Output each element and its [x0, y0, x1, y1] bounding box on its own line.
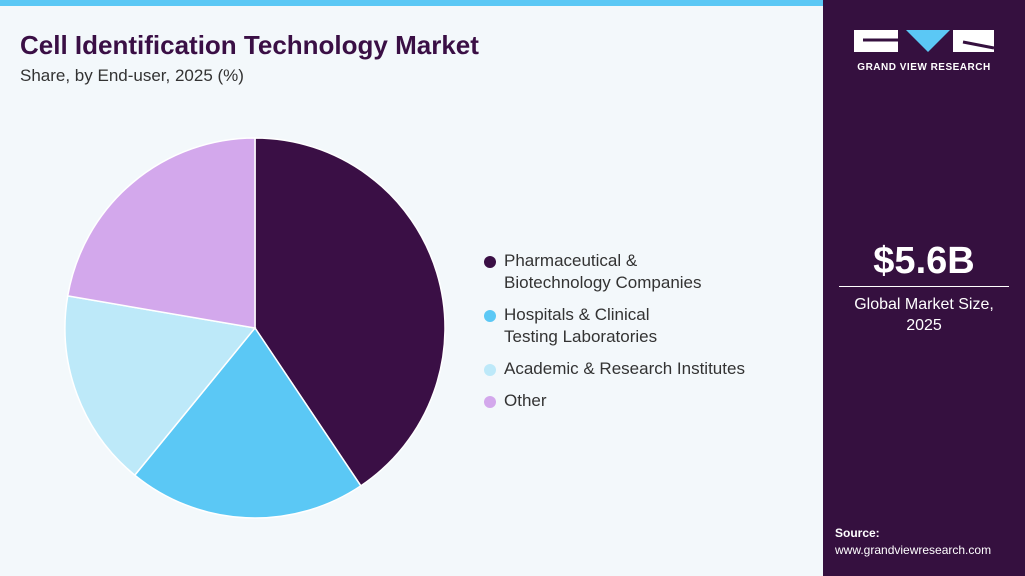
chart-subtitle: Share, by End-user, 2025 (%): [20, 66, 244, 85]
pie-chart: [64, 137, 446, 519]
market-size-label: Global Market Size, 2025: [854, 296, 994, 334]
source-url: www.grandviewresearch.com: [835, 543, 992, 557]
pie-slice: [254, 137, 446, 487]
pie-slice: [66, 137, 256, 329]
side-panel: GRAND VIEW RESEARCH $5.6B Global Market …: [823, 0, 1025, 576]
logo-text: GRAND VIEW RESEARCH: [857, 62, 991, 73]
legend-label: Academic & Research Institutes: [504, 359, 745, 378]
divider: [839, 286, 1009, 287]
legend: Pharmaceutical & Biotechnology Companies…: [484, 250, 745, 422]
legend-item: Other: [484, 390, 745, 412]
legend-label: Other: [504, 391, 547, 410]
legend-swatch: [484, 310, 496, 322]
legend-label: Hospitals & Clinical Testing Laboratorie…: [504, 305, 658, 346]
market-size: $5.6B: [873, 240, 975, 282]
legend-item: Academic & Research Institutes: [484, 358, 745, 380]
pie-slice: [133, 326, 362, 519]
legend-label: Pharmaceutical & Biotechnology Companies: [504, 251, 702, 292]
legend-swatch: [484, 396, 496, 408]
source-label: Source:: [835, 526, 880, 540]
legend-item: Pharmaceutical & Biotechnology Companies: [484, 250, 745, 294]
legend-swatch: [484, 364, 496, 376]
pie-slice: [64, 295, 257, 477]
legend-swatch: [484, 256, 496, 268]
logo-mark: [854, 30, 995, 52]
chart-title: Cell Identification Technology Market: [20, 30, 479, 60]
legend-item: Hospitals & Clinical Testing Laboratorie…: [484, 304, 745, 348]
